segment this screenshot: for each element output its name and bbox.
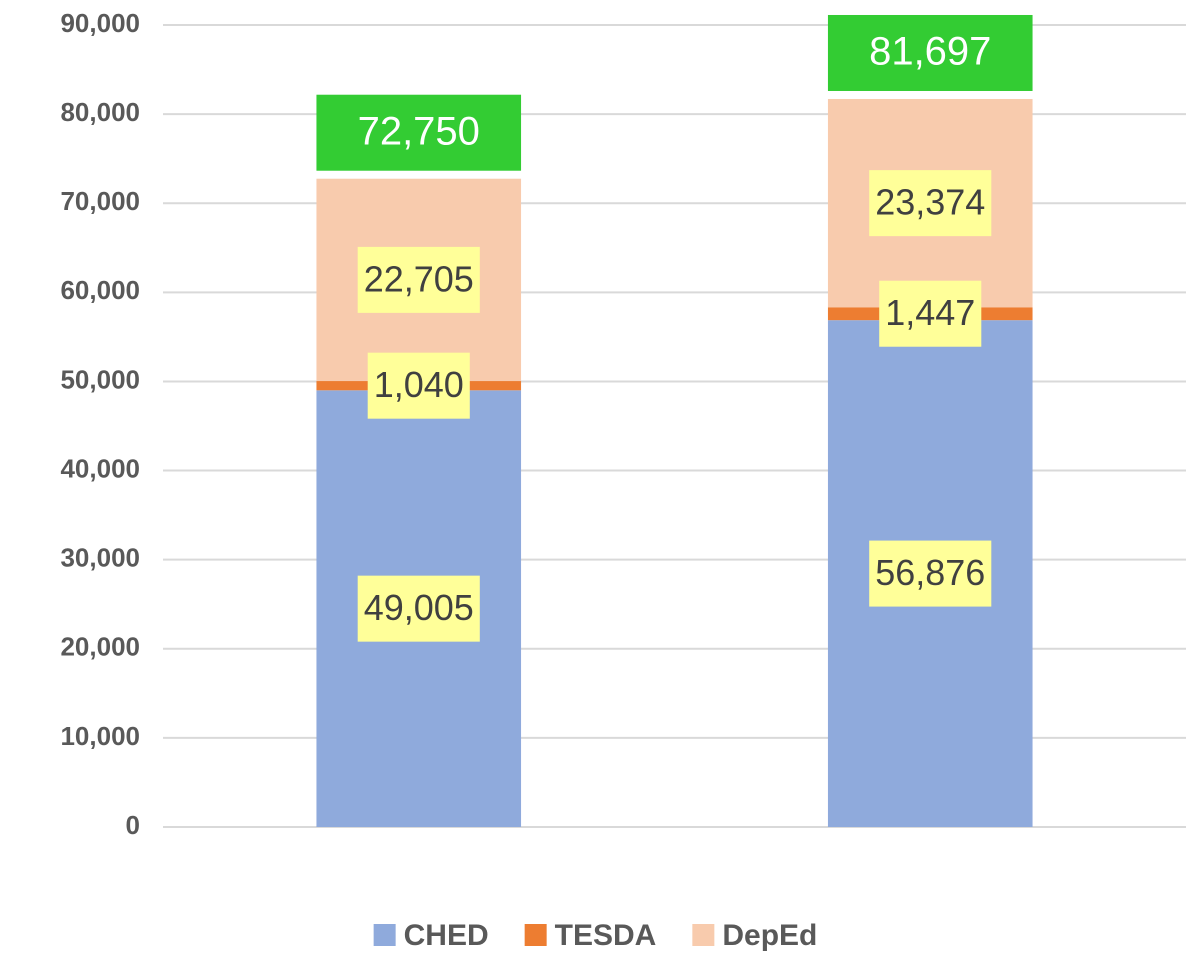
value-label-box (879, 280, 982, 347)
value-label-box (869, 540, 992, 607)
value-label: 1,447 (885, 292, 975, 333)
value-label: 23,374 (875, 182, 985, 223)
total-label: 72,750 (358, 109, 480, 153)
legend-label: TESDA (555, 919, 657, 952)
y-tick-label: 50,000 (60, 364, 140, 394)
y-tick-label: 40,000 (60, 453, 140, 483)
y-tick-label: 30,000 (60, 543, 140, 573)
y-tick-label: 90,000 (60, 8, 140, 38)
total-box (316, 94, 522, 171)
value-label-box (357, 246, 480, 313)
legend-swatch (373, 924, 396, 946)
value-label-box (357, 575, 480, 642)
legend-label: DepEd (722, 919, 817, 952)
legend-label: CHED (404, 919, 489, 952)
y-tick-label: 0 (126, 810, 140, 840)
value-label-box (869, 170, 992, 237)
value-label: 1,040 (374, 364, 464, 405)
total-box (827, 14, 1033, 91)
y-tick-label: 20,000 (60, 632, 140, 662)
y-tick-label: 60,000 (60, 275, 140, 305)
value-label: 49,005 (364, 587, 474, 628)
total-label: 81,697 (869, 30, 991, 74)
y-tick-label: 80,000 (60, 97, 140, 127)
y-tick-label: 70,000 (60, 186, 140, 216)
value-label-box (367, 352, 470, 419)
legend-swatch (692, 924, 715, 946)
value-label: 22,705 (364, 258, 474, 299)
y-tick-label: 10,000 (60, 721, 140, 751)
value-label: 56,876 (875, 552, 985, 593)
legend-swatch (524, 924, 547, 946)
